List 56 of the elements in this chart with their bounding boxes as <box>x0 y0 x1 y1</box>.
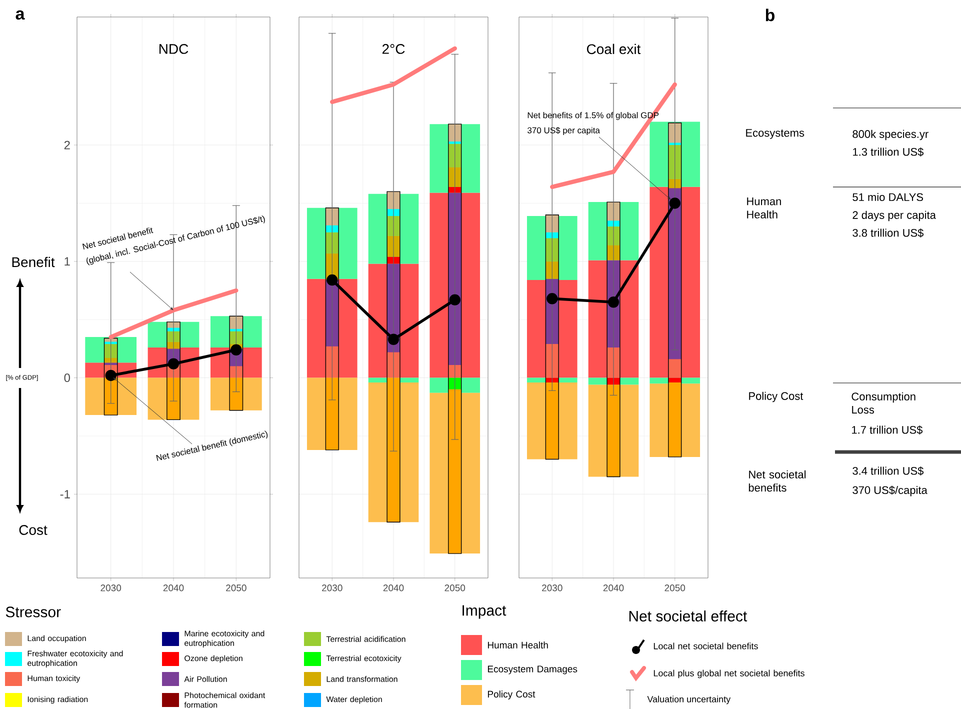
text: 370 US$/capita <box>852 486 928 496</box>
y-tick-label: -1 <box>60 490 70 498</box>
text: 3.8 trillion US$ <box>852 228 924 238</box>
x-tick-label: 2040 <box>163 584 184 592</box>
text: Benefit <box>12 256 55 268</box>
legend-label: Ionising radiation <box>28 696 88 704</box>
text: 3.4 trillion US$ <box>852 466 924 476</box>
legend-label: Ecosystem Damages <box>488 666 578 674</box>
text: Cost <box>19 525 48 535</box>
text: Ecosystems <box>746 129 804 139</box>
annotation: Net benefits of 1.5% of global GDP <box>528 112 659 120</box>
legend-label: Terrestrial acidification <box>326 636 406 642</box>
text: Human Health <box>747 198 781 218</box>
text: b <box>766 8 775 22</box>
text: Consumption Loss <box>852 392 916 414</box>
y-tick-label: 1 <box>64 257 70 266</box>
x-tick-label: 2030 <box>542 584 562 592</box>
legend-label: Land occupation <box>28 635 86 643</box>
legend-label: Ozone depletion <box>184 655 242 663</box>
legend-label: Water depletion <box>326 696 382 704</box>
x-tick-label: 2040 <box>383 584 404 592</box>
annotation: 370 US$ per capita <box>528 126 600 136</box>
legend-label: Local net societal benefits <box>654 642 758 650</box>
text: 2°C <box>382 44 405 54</box>
legend-label: Policy Cost <box>488 690 536 700</box>
legend-label: Local plus global net societal benefits <box>654 670 804 678</box>
text: 800k species.yr <box>852 130 928 140</box>
text: 1.7 trillion US$ <box>852 426 923 434</box>
x-tick-label: 2030 <box>100 584 122 592</box>
legend-label: Air Pollution <box>184 676 227 682</box>
legend-title: Stressor <box>6 606 61 618</box>
legend-label: Marine ecotoxicity and eutrophication <box>184 630 264 648</box>
text: 1.3 trillion US$ <box>853 148 924 156</box>
legend-label: Freshwater ecotoxicity and eutrophication <box>28 650 123 668</box>
y-tick-label: 2 <box>64 140 70 150</box>
x-tick-label: 2030 <box>322 584 342 592</box>
text: NDC <box>159 44 188 54</box>
x-tick-label: 2050 <box>226 584 246 592</box>
text: Valuation uncertainty <box>647 696 731 704</box>
legend-title: Impact <box>462 605 506 619</box>
text: Net societal benefits <box>748 470 806 492</box>
text: 2 days per capita <box>852 210 936 222</box>
legend-label: Human toxicity <box>28 675 80 683</box>
text: Policy Cost <box>749 392 804 402</box>
text: 51 mio DALYS <box>852 192 924 202</box>
legend-label: Human Health <box>488 641 548 648</box>
legend-label: Photochemical oxidant formation <box>184 692 266 708</box>
y-tick-label: 0 <box>64 374 70 382</box>
text: a <box>16 10 25 20</box>
text: Coal exit <box>586 44 641 54</box>
legend-title: Net societal effect <box>629 610 748 622</box>
legend-label: Terrestrial ecotoxicity <box>326 655 402 663</box>
legend-label: Land transformation <box>326 676 398 682</box>
x-tick-label: 2040 <box>603 584 624 592</box>
x-tick-label: 2050 <box>664 584 686 592</box>
x-tick-label: 2050 <box>444 584 466 592</box>
